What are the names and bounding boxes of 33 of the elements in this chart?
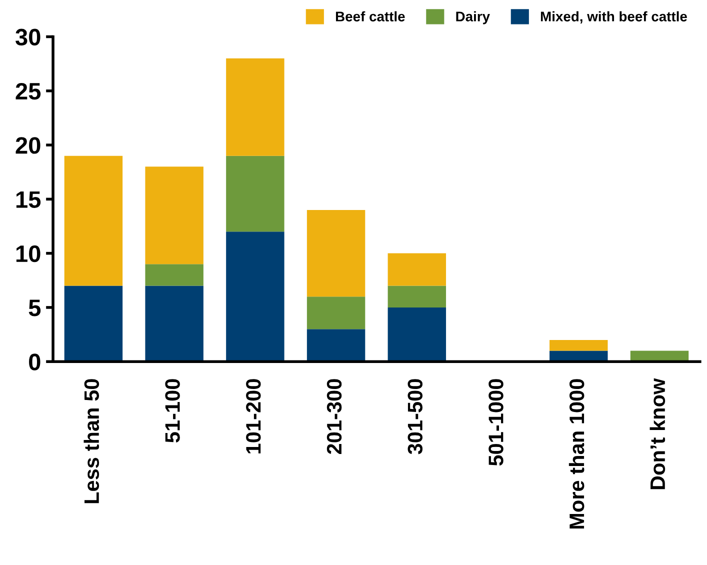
bar — [145, 286, 204, 362]
bar — [226, 156, 284, 232]
legend-label: Beef cattle — [336, 11, 405, 22]
x-tick-label: Less than 50 — [84, 379, 100, 504]
bar — [306, 329, 366, 362]
x-tick-label: 51-100 — [165, 379, 180, 442]
y-tick-label: 5 — [28, 300, 41, 316]
bar — [388, 307, 446, 362]
legend-label: Mixed, with beef cattle — [540, 11, 687, 24]
bar — [306, 296, 366, 330]
x-tick-label: 101-200 — [246, 379, 261, 454]
y-tick-label: 30 — [16, 28, 40, 46]
x-tick-label: 501-1000 — [488, 379, 504, 466]
bar — [306, 210, 366, 297]
y-tick-label: 0 — [29, 354, 40, 370]
y-tick-label: 25 — [16, 82, 41, 100]
y-tick-label: 15 — [16, 191, 41, 208]
x-tick-label: 301-500 — [408, 379, 423, 454]
bar — [145, 264, 204, 286]
bar — [226, 232, 284, 362]
bar — [145, 166, 204, 264]
bar — [388, 286, 446, 308]
legend-label: Dairy — [456, 11, 490, 24]
bar — [388, 253, 446, 286]
x-tick-label: Don’t know — [650, 378, 666, 490]
y-tick-label: 10 — [16, 245, 40, 262]
bar — [64, 156, 123, 286]
bar — [550, 340, 608, 351]
bar — [64, 286, 123, 362]
bar — [226, 58, 284, 156]
x-tick-label: 201-300 — [326, 379, 342, 454]
x-tick-label: More than 1000 — [568, 379, 584, 529]
y-tick-label: 20 — [16, 137, 40, 154]
